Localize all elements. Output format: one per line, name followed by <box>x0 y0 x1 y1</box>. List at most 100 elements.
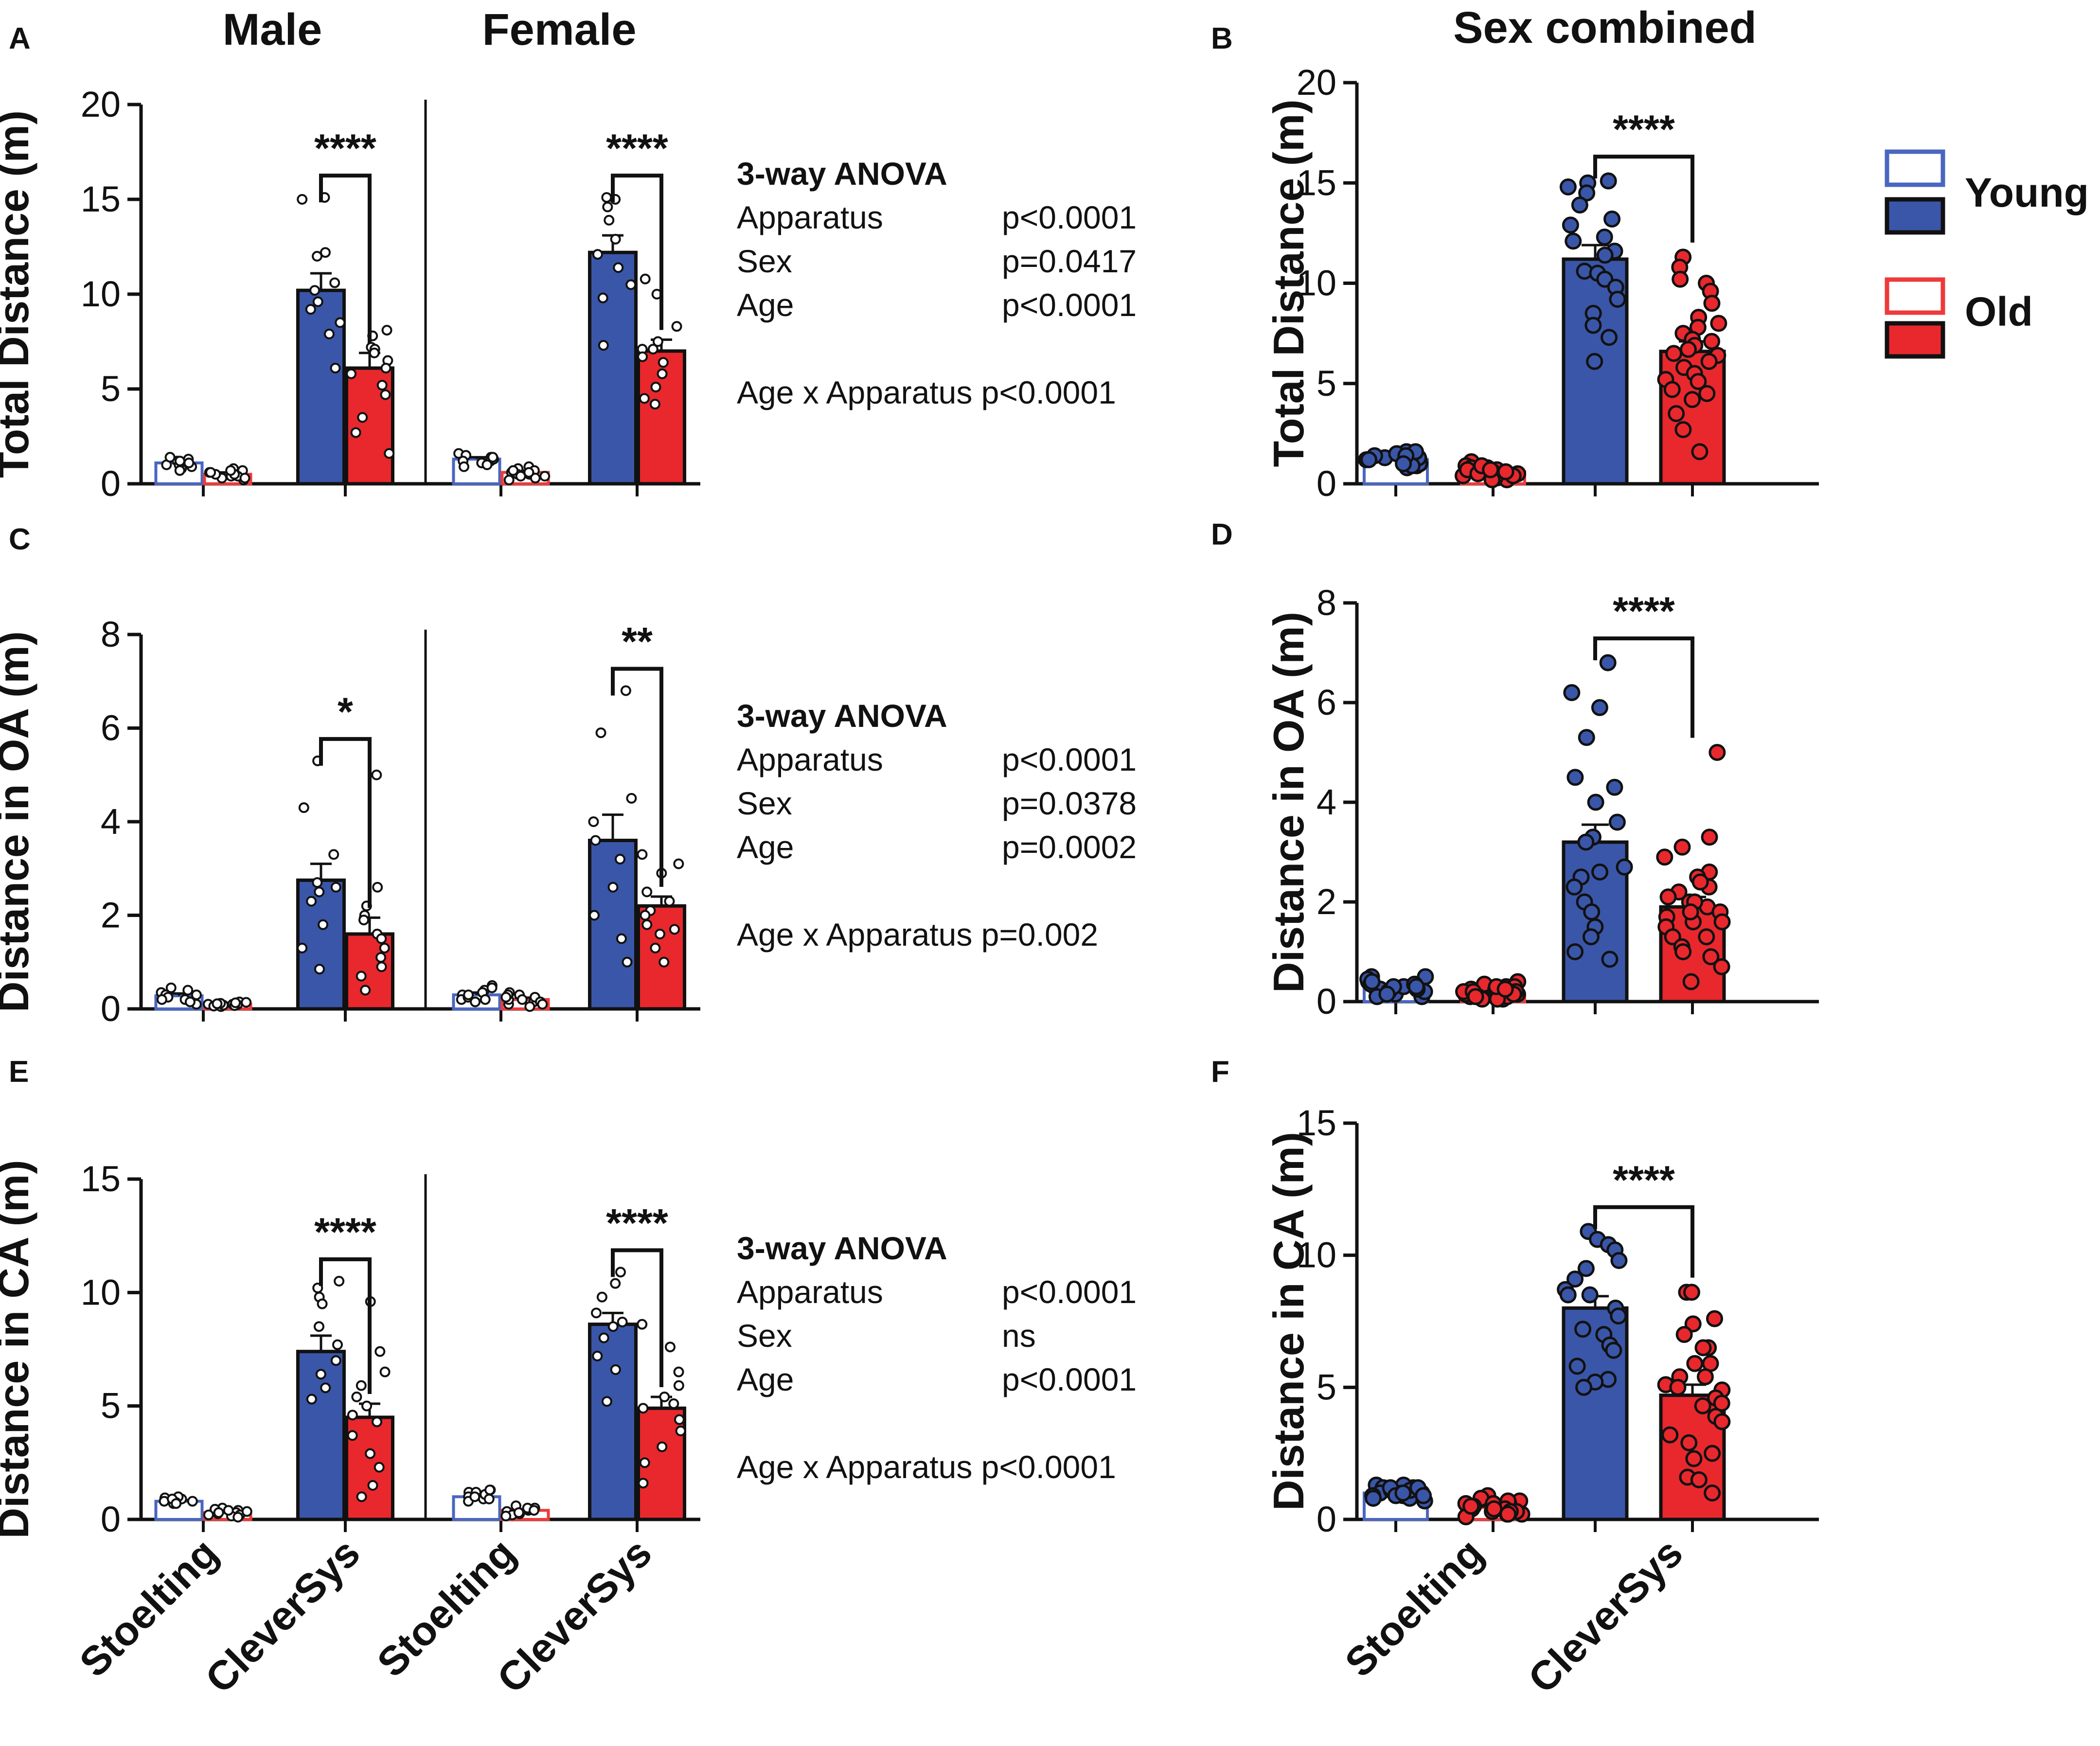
panel-C-male-significance-stars: * <box>338 690 353 734</box>
panel-A-female-point <box>481 459 493 470</box>
header-male: Male <box>223 5 322 54</box>
panel-B-y-axis-label: Total Distance (m) <box>1264 99 1313 467</box>
panel-E-female-point <box>637 1319 648 1330</box>
panel-E-male-point <box>347 1410 358 1421</box>
anova-title: 3-way ANOVA <box>737 698 947 734</box>
panel-C-female-point <box>588 816 599 827</box>
anova-factor-label: Apparatus <box>737 1274 883 1310</box>
panel-E-male-point <box>320 1382 331 1393</box>
panel-F-point <box>1675 1326 1693 1343</box>
header-sex-combined: Sex combined <box>1453 3 1757 53</box>
panel-C-male-point <box>328 849 339 860</box>
panel-A-male-point <box>309 285 320 296</box>
panel-E-y-tick-label: 0 <box>101 1499 121 1539</box>
panel-C-female-point <box>616 933 627 944</box>
panel-E-female-point <box>592 1351 603 1361</box>
anova-title: 3-way ANOVA <box>737 156 947 192</box>
panel-E-male-point <box>317 1298 328 1309</box>
panel-C-y-tick-label: 6 <box>101 708 121 748</box>
panel-B-point <box>1703 295 1721 312</box>
panel-E-male-point <box>379 1366 391 1377</box>
panel-C-male-point <box>241 997 252 1008</box>
panel-C-y-tick-label: 4 <box>101 801 121 842</box>
panel-E-y-tick-label: 10 <box>81 1272 121 1312</box>
panel-F-point <box>1605 1341 1622 1359</box>
panel-C-male-point <box>330 882 341 893</box>
panel-C-male-point <box>376 961 387 972</box>
panel-A-male-point <box>376 380 388 391</box>
panel-F-point <box>1485 1500 1503 1517</box>
panel-F-point <box>1575 1378 1593 1396</box>
panel-A-female-point <box>530 473 541 484</box>
anova-factor-p: p<0.0001 <box>1002 287 1137 323</box>
panel-B-point <box>1562 216 1579 234</box>
panel-B-point <box>1674 421 1692 439</box>
panel-C-female-point <box>669 924 680 935</box>
panel-A-male-point <box>380 363 392 374</box>
panel-A-female-point <box>625 279 637 290</box>
panel-B-point <box>1684 391 1701 408</box>
panel-D-point <box>1599 654 1617 671</box>
panel-C-male-point <box>298 802 309 813</box>
panel-A-female-point <box>515 471 526 482</box>
panel-E-y-tick-label: 15 <box>81 1159 121 1199</box>
panel-A-male-point <box>174 465 185 476</box>
panel-A-male-point <box>164 452 176 463</box>
panel-C-female-point <box>620 685 631 696</box>
panel-B-point <box>1565 232 1582 250</box>
panel-A-female-point <box>598 340 609 351</box>
panel-B-point <box>1596 247 1614 264</box>
panel-D-y-axis-label: Distance in OA (m) <box>1264 612 1313 993</box>
panel-A-male-point <box>329 277 340 288</box>
panel-D-y-tick-label: 4 <box>1317 782 1336 822</box>
panel-B-point <box>1559 178 1577 195</box>
panel-E-female-point <box>500 1511 512 1521</box>
panel-E-female-point <box>596 1291 607 1303</box>
panel-D-point <box>1691 873 1709 891</box>
anova-factor-label: Sex <box>737 243 792 279</box>
panel-D-point <box>1616 858 1633 876</box>
panel-E-male-point <box>361 1400 373 1411</box>
panel-B-point <box>1668 405 1685 423</box>
panel-D-point <box>1467 988 1484 1005</box>
panel-A-male-point <box>330 363 341 374</box>
legend-swatch-old-cleversys <box>1885 321 1945 359</box>
panel-D-point <box>1496 980 1514 998</box>
panel-D-y-tick-label: 8 <box>1317 582 1336 623</box>
anova-factor-p: p<0.0001 <box>1002 1361 1137 1397</box>
panel-C-female-point <box>590 835 601 846</box>
panel-D-point <box>1378 986 1396 1003</box>
panel-F-point <box>1690 1471 1708 1488</box>
panel-A-male-point <box>205 467 216 478</box>
panel-F-significance-stars: **** <box>1613 1158 1675 1202</box>
panel-B-point <box>1584 317 1602 334</box>
panel-A-female-point <box>610 233 621 245</box>
panel-A-male-point <box>323 328 335 339</box>
panel-B-point <box>1690 373 1707 390</box>
panel-A-female-point <box>639 393 650 404</box>
panel-C-male-point <box>306 896 317 907</box>
panel-B-point <box>1672 270 1689 288</box>
panel-B-point <box>1663 381 1681 398</box>
panel-B-point <box>1603 211 1621 228</box>
panel-D-point <box>1698 928 1715 946</box>
panel-C-y-axis-label: Distance in OA (m) <box>0 631 37 1012</box>
panel-D-point <box>1583 903 1601 920</box>
panel-F-y-axis-label: Distance in CA (m) <box>1264 1132 1313 1511</box>
panel-A-male-point <box>297 194 308 205</box>
panel-E-female-point <box>598 1332 609 1343</box>
panel-E-male-point <box>223 1505 234 1516</box>
panel-F-y-tick-label: 10 <box>1297 1235 1336 1275</box>
legend-label-old: Old <box>1965 289 2033 335</box>
panel-C-male-point <box>379 942 390 953</box>
panel-E-male-point <box>367 1480 378 1491</box>
panel-letter-E: E <box>9 1055 29 1089</box>
panel-C-female-point <box>524 1001 535 1012</box>
panel-D-significance-stars: **** <box>1613 589 1675 634</box>
panel-E-female-point <box>664 1341 676 1353</box>
panel-E-male-point <box>306 1393 317 1405</box>
panel-F-point <box>1559 1286 1577 1304</box>
